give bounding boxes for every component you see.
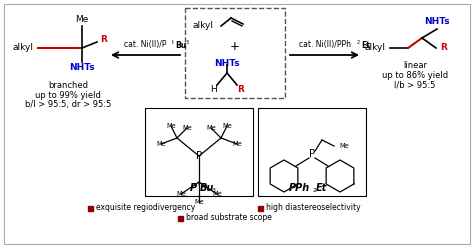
Text: linear: linear bbox=[403, 61, 427, 69]
Text: Me: Me bbox=[339, 143, 349, 149]
Text: b/l > 95:5, dr > 95:5: b/l > 95:5, dr > 95:5 bbox=[25, 100, 111, 110]
Text: R: R bbox=[237, 85, 245, 93]
Text: exquisite regiodivergency: exquisite regiodivergency bbox=[96, 204, 195, 213]
Text: alkyl: alkyl bbox=[365, 43, 386, 53]
Text: cat. Ni(II)/P: cat. Ni(II)/P bbox=[124, 40, 166, 50]
Bar bbox=[258, 206, 263, 211]
Text: Me: Me bbox=[182, 125, 192, 131]
Text: 2: 2 bbox=[313, 188, 317, 193]
Text: Bu: Bu bbox=[200, 183, 214, 193]
Text: broad substrate scope: broad substrate scope bbox=[186, 214, 272, 222]
Text: H: H bbox=[210, 85, 218, 93]
Text: Et: Et bbox=[361, 40, 370, 50]
Bar bbox=[258, 108, 366, 196]
Text: Me: Me bbox=[166, 123, 176, 129]
Text: 3: 3 bbox=[186, 39, 189, 44]
Text: t: t bbox=[172, 39, 174, 44]
Text: Me: Me bbox=[156, 141, 166, 147]
Text: P: P bbox=[190, 183, 197, 193]
Text: t: t bbox=[198, 183, 201, 187]
Text: alkyl: alkyl bbox=[12, 43, 33, 53]
Text: Me: Me bbox=[212, 191, 222, 197]
Text: P: P bbox=[196, 151, 202, 161]
Text: branched: branched bbox=[48, 81, 88, 90]
Text: Me: Me bbox=[222, 123, 232, 129]
Text: PPh: PPh bbox=[289, 183, 310, 193]
Text: Me: Me bbox=[206, 125, 216, 131]
Text: Me: Me bbox=[75, 15, 89, 25]
Bar bbox=[88, 206, 93, 211]
Text: Me: Me bbox=[194, 199, 204, 205]
Bar bbox=[178, 216, 183, 220]
Text: up to 86% yield: up to 86% yield bbox=[382, 70, 448, 80]
Text: Bu: Bu bbox=[175, 40, 186, 50]
Text: Me: Me bbox=[176, 191, 186, 197]
Bar bbox=[145, 108, 253, 196]
Text: NHTs: NHTs bbox=[214, 59, 240, 67]
Text: alkyl: alkyl bbox=[193, 22, 214, 31]
Text: P: P bbox=[309, 149, 315, 159]
Text: l/b > 95:5: l/b > 95:5 bbox=[394, 81, 436, 90]
Text: 3: 3 bbox=[212, 188, 216, 193]
Bar bbox=[185, 8, 285, 98]
Text: NHTs: NHTs bbox=[69, 63, 95, 72]
Text: Me: Me bbox=[232, 141, 242, 147]
Text: high diastereoselectivity: high diastereoselectivity bbox=[266, 204, 361, 213]
Text: R: R bbox=[440, 43, 447, 53]
Text: up to 99% yield: up to 99% yield bbox=[35, 91, 101, 99]
Text: R: R bbox=[100, 35, 107, 44]
Text: cat. Ni(II)/PPh: cat. Ni(II)/PPh bbox=[299, 40, 351, 50]
Text: 2: 2 bbox=[357, 39, 360, 44]
Text: Et: Et bbox=[316, 183, 327, 193]
Text: +: + bbox=[230, 39, 240, 53]
Text: NHTs: NHTs bbox=[424, 18, 450, 27]
